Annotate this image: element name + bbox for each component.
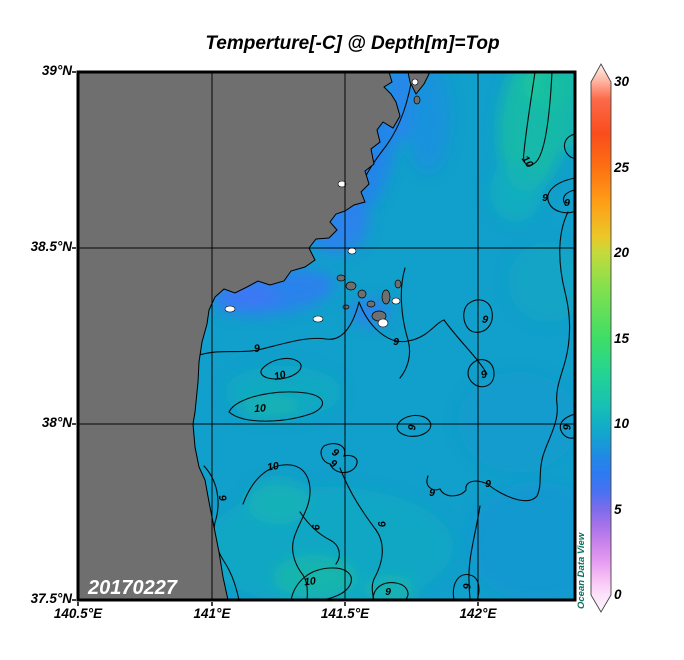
map-border	[76, 70, 577, 602]
y-axis-tick-label: 39°N	[41, 63, 72, 78]
x-axis-tick-label: 141.5°E	[320, 606, 370, 621]
contour-label: 6	[460, 583, 472, 589]
grid-lines	[78, 72, 575, 600]
contour-label: 9	[481, 313, 489, 326]
contour-label: 9	[480, 368, 489, 381]
contour-label: 10	[266, 460, 279, 474]
contour-lines	[195, 72, 575, 600]
contour-label: 9	[429, 487, 435, 499]
contour-label: 9	[564, 197, 570, 209]
contour-label: 9	[393, 336, 399, 348]
colorbar-tick-label: 20	[614, 245, 630, 260]
colorbar-tick-label: 5	[614, 501, 622, 517]
islands	[336, 274, 402, 322]
x-axis-tick-label: 140.5°E	[53, 606, 103, 621]
land-peninsula	[407, 72, 431, 95]
colorbar	[590, 63, 612, 613]
contour-label: 9	[485, 478, 491, 490]
contour-label: 9	[385, 586, 391, 598]
no-data-patches	[224, 78, 419, 328]
colorbar-tick-label: 0	[614, 587, 622, 602]
contour-label: 9	[253, 342, 261, 355]
contour-label: 10	[304, 575, 317, 588]
colorbar-tick-label: 30	[614, 74, 630, 89]
contour-label: 10	[273, 369, 287, 384]
contour-label: 9	[216, 494, 229, 502]
axis-tick-marks	[72, 71, 479, 606]
contour-label: 9	[375, 520, 388, 528]
colorbar-tick-label: 15	[614, 330, 630, 346]
date-label: 20170227	[87, 577, 178, 599]
y-axis-tick-label: 37.5°N	[30, 591, 72, 606]
colorbar-tick-label: 10	[614, 416, 630, 431]
contour-label: 6	[405, 424, 417, 431]
land-mass	[78, 72, 401, 600]
y-axis-tick-label: 38.5°N	[30, 239, 72, 254]
page-title: Temperture[-C] @ Depth[m]=Top	[205, 33, 500, 54]
colorbar-tick-label: 25	[614, 159, 630, 175]
contour-label: 9	[327, 457, 339, 470]
contour-label: 9	[329, 446, 341, 459]
island	[413, 95, 421, 105]
contour-label: 9	[542, 192, 548, 204]
colorbar-bar	[590, 63, 612, 613]
odv-watermark: Ocean Data View	[576, 532, 587, 609]
y-axis-tick-label: 38°N	[41, 415, 72, 430]
x-axis-tick-label: 141°E	[193, 606, 231, 621]
contour-label: 9	[309, 524, 321, 531]
x-axis-tick-label: 142°E	[459, 606, 497, 621]
contour-label: 6	[560, 424, 572, 430]
contour-label: 10	[254, 402, 267, 415]
